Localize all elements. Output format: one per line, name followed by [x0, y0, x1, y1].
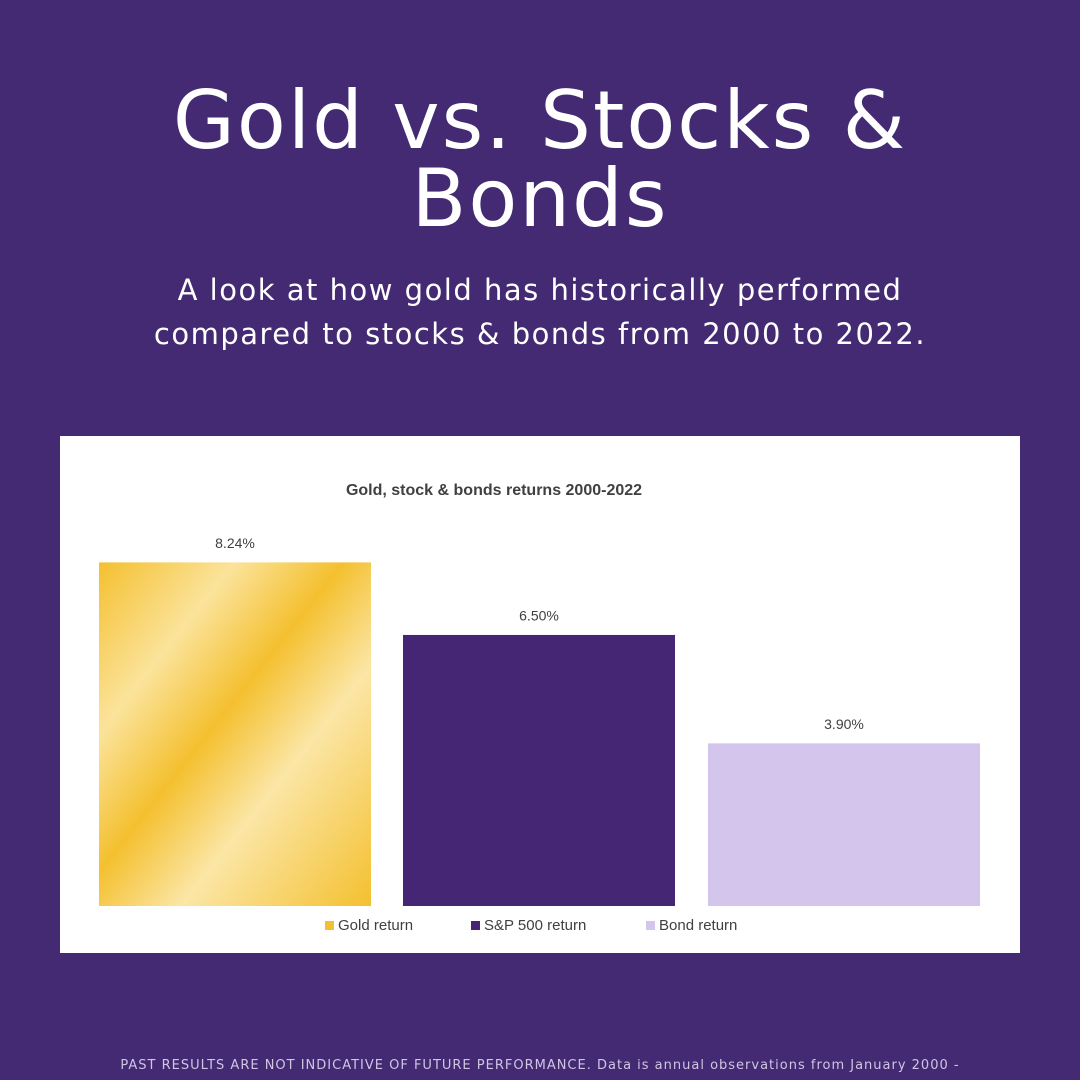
disclaimer: PAST RESULTS ARE NOT INDICATIVE OF FUTUR…: [120, 1058, 960, 1073]
legend-swatch: [471, 921, 480, 930]
chart: Gold, stock & bonds returns 2000-2022 8.…: [60, 436, 1020, 953]
legend-label: Bond return: [659, 917, 737, 934]
page-subtitle: A look at how gold has historically perf…: [153, 273, 927, 351]
bar: [403, 634, 675, 906]
legend-label: Gold return: [338, 917, 413, 934]
value-label: 6.50%: [519, 608, 559, 624]
value-label: 8.24%: [215, 535, 255, 551]
legend-label: S&P 500 return: [484, 917, 586, 934]
legend-swatch: [325, 921, 334, 930]
legend-swatch: [646, 921, 655, 930]
chart-title: Gold, stock & bonds returns 2000-2022: [346, 482, 642, 499]
bar: [99, 562, 371, 906]
value-label: 3.90%: [824, 716, 864, 732]
page-title: Gold vs. Stocks & Bonds: [172, 74, 908, 245]
bar: [708, 743, 980, 906]
